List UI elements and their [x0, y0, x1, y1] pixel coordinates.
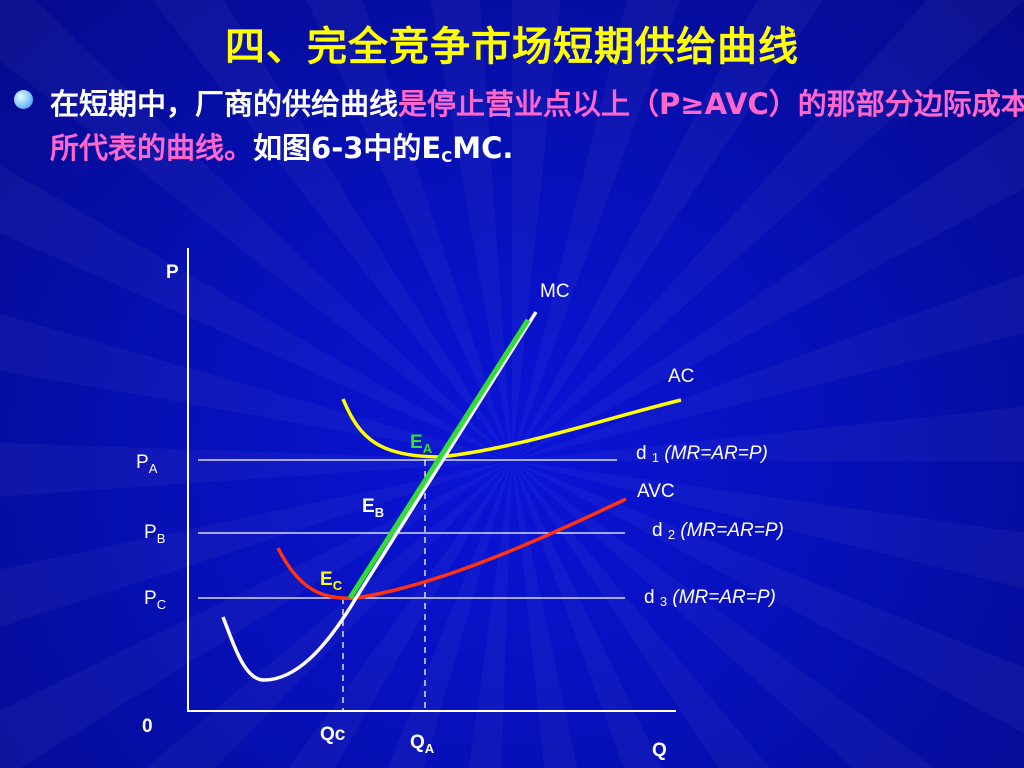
- point-label-eb: EB: [362, 496, 384, 520]
- origin-label: 0: [142, 716, 153, 737]
- demand-label-d3: d 3 (MR=AR=P): [644, 587, 776, 609]
- mc-label: MC: [540, 281, 570, 302]
- mc-curve: [221, 311, 538, 682]
- ac-label: AC: [668, 366, 694, 387]
- x-axis-label: Q: [652, 740, 667, 761]
- ac-curve: [341, 398, 682, 459]
- demand-label-d2: d 2 (MR=AR=P): [652, 520, 784, 542]
- point-label-ea: EA: [410, 432, 433, 456]
- bullet-ec-main: E: [421, 131, 442, 165]
- bullet-text-highlight: 是停止营业点以上（P≥AVC）的那部分边际成本所代表的曲线。: [50, 87, 1024, 165]
- point-label-ec: EC: [320, 569, 343, 593]
- price-label-pa: PA: [136, 452, 158, 476]
- page-title: 四、完全竞争市场短期供给曲线: [225, 24, 799, 70]
- demand-label-d1: d 1 (MR=AR=P): [636, 443, 768, 465]
- price-label-pb: PB: [144, 522, 165, 546]
- bullet-dot-icon: [14, 90, 33, 109]
- bullet-text: 在短期中，厂商的供给曲线是停止营业点以上（P≥AVC）的那部分边际成本所代表的曲…: [50, 82, 1024, 179]
- y-axis-label: P: [166, 262, 179, 283]
- bullet-text-part4: MC.: [452, 131, 514, 165]
- price-label-pc: PC: [144, 588, 166, 612]
- bullet-text-part3: 如图6-3中的: [253, 131, 422, 165]
- quantity-label-qc: Qc: [320, 724, 346, 745]
- short-run-supply-curve: [347, 318, 531, 600]
- bullet-ec-sub: C: [441, 148, 453, 166]
- bullet-text-part1: 在短期中，厂商的供给曲线: [50, 87, 399, 121]
- avc-curve: [276, 497, 627, 601]
- quantity-label-qa: QA: [410, 732, 435, 756]
- avc-label: AVC: [637, 481, 675, 502]
